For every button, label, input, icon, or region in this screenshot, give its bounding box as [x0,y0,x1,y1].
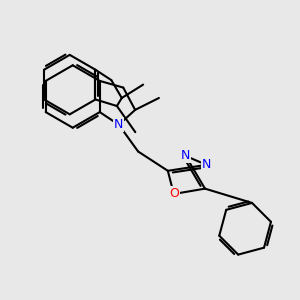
Text: N: N [114,118,124,131]
Text: O: O [169,188,179,200]
Text: N: N [202,158,211,171]
Text: N: N [181,149,190,162]
